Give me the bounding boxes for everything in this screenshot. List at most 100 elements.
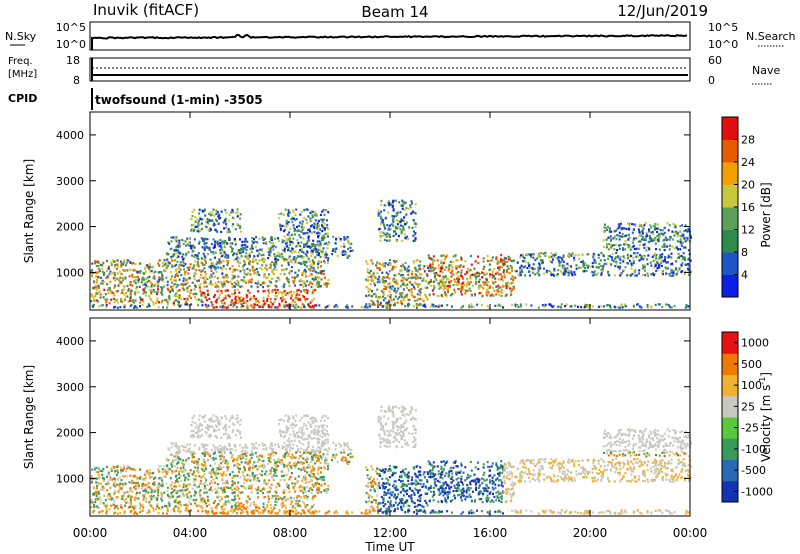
power-cell-1071 [271,270,274,274]
power-cell-2689 [443,283,446,286]
power-cell-1607 [349,250,352,253]
power-cell-1206 [114,276,117,279]
power-cell-2923 [392,218,395,221]
power-cell-843 [205,261,207,264]
velocity-cell-611 [284,498,287,501]
power-cell-2614 [478,286,481,289]
ytick-label-1: 2000 [56,221,84,234]
power-cell-2270 [419,283,421,286]
power-cell-2755 [455,267,458,270]
power-cell-1124 [164,262,167,265]
velocity-cell-936 [111,465,114,468]
velocity-cell-707 [107,482,110,485]
velocity-cell-559 [271,510,273,513]
velocity-cell-15 [574,510,577,513]
power-cell-603 [254,303,256,306]
power-cell-1444 [168,242,171,245]
power-cell-1042 [275,262,278,266]
power-cell-1565 [314,243,317,247]
power-cell-2109 [297,229,299,232]
colorbar-tick-4: 20 [741,179,755,192]
power-cell-1576 [303,245,305,248]
power-cell-2114 [285,222,288,225]
power-cell-1713 [242,247,245,250]
power-cell-136 [684,306,687,309]
velocity-cell-1219 [118,488,121,491]
power-cell-3514 [627,233,630,236]
velocity-cell-887 [242,474,245,477]
power-cell-3372 [544,251,547,254]
power-cell-2256 [379,303,381,306]
velocity-cell-378 [194,502,197,505]
power-cell-558 [232,302,235,305]
power-cell-564 [276,295,279,298]
power-cell-1740 [251,237,254,240]
power-cell-1039 [173,283,176,286]
power-cell-630 [211,304,213,308]
power-cell-2200 [380,289,383,293]
power-cell-1883 [215,212,218,216]
power-cell-232 [580,306,583,309]
power-cell-1469 [301,255,304,258]
power-cell-1251 [276,276,279,279]
power-cell-2817 [476,271,479,274]
power-cell-329 [110,292,113,295]
velocity-cell-590 [215,507,218,510]
velocity-cell-499 [297,494,300,498]
velocity-cell-251 [90,506,93,509]
power-cell-31 [413,305,416,308]
power-cell-2770 [460,287,463,290]
power-cell-524 [205,304,208,308]
power-cell-1213 [205,273,208,276]
power-cell-604 [301,303,304,306]
power-cell-1332 [217,285,220,288]
power-cell-2350 [416,293,419,296]
velocity-cell-103 [519,511,522,514]
power-cell-3087 [632,259,635,263]
power-cell-858 [303,280,306,283]
velocity-cell-1113 [122,491,125,494]
power-cell-2132 [419,303,422,306]
power-cell-2355 [379,280,381,283]
power-cell-1113 [122,285,125,288]
velocity-cell-1035 [178,473,181,476]
power-cell-3554 [660,232,663,235]
velocity-cell-1000 [138,484,140,487]
velocity-cell-510 [224,503,227,506]
velocity-cell-45 [336,511,339,514]
velocity-cell-533 [233,507,236,510]
power-cell-635 [299,298,301,301]
velocity-cell-402 [120,503,123,506]
power-cell-337 [200,299,203,302]
power-cell-614 [237,295,240,298]
velocity-cell-56 [318,510,321,513]
velocity-cell-334 [115,496,118,499]
power-cell-1477 [283,257,286,260]
power-cell-1123 [231,278,234,281]
power-cell-3179 [688,273,691,276]
power-cell-1456 [285,238,288,241]
power-cell-481 [258,301,261,304]
velocity-cell-751 [199,489,202,492]
power-cell-1288 [313,261,316,264]
power-cell-2244 [405,278,408,281]
power-cell-2874 [383,204,386,207]
power-cell-2894 [395,199,397,202]
velocity-cell-420 [95,505,98,508]
power-cell-1544 [262,253,265,256]
power-cell-1546 [300,255,303,258]
power-cell-3170 [580,260,583,263]
power-cell-2361 [411,283,414,286]
power-cell-2690 [505,284,508,287]
power-cell-399 [144,291,146,294]
power-cell-3560 [687,249,690,252]
velocity-cell-934 [251,466,254,469]
power-cell-130 [429,305,432,308]
power-cell-77 [468,304,471,307]
power-cell-209 [620,303,623,306]
power-cell-646 [223,306,225,309]
velocity-cell-959 [106,475,108,479]
power-cell-3345 [524,265,527,268]
power-cell-3188 [570,272,573,275]
power-cell-2936 [403,202,406,205]
